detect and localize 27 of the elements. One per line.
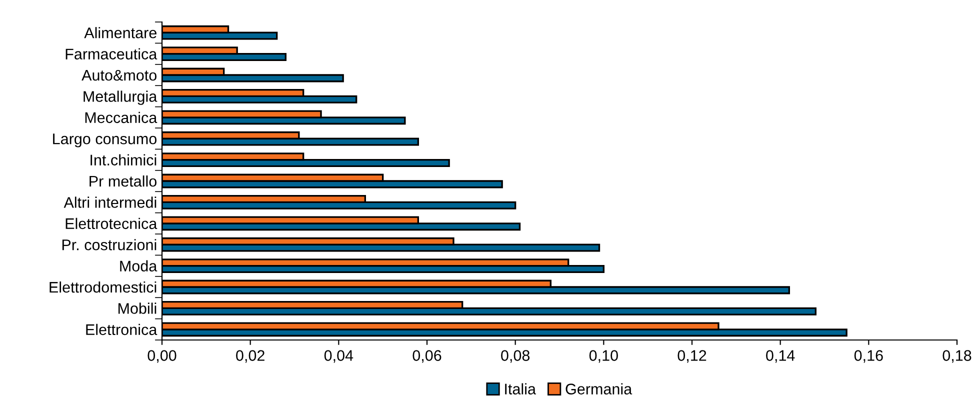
x-tick-label: 0,08 xyxy=(501,350,530,363)
x-tick-label: 0,00 xyxy=(148,350,176,363)
legend-label: Germania xyxy=(566,383,632,394)
legend-label: Italia xyxy=(505,383,536,394)
y-tick-label: Auto&moto xyxy=(82,70,156,81)
y-tick-label: Pr. costruzioni xyxy=(62,239,156,250)
x-tick-label: 0,18 xyxy=(942,350,972,363)
x-tick-label: 0,16 xyxy=(854,350,883,363)
y-tick-label: Alimentare xyxy=(84,27,156,38)
y-tick-label: Elettrodomestici xyxy=(50,281,156,293)
y-tick-label: Mobili xyxy=(118,302,156,314)
x-tick-label: 0,06 xyxy=(412,350,442,363)
x-tick-label: 0,04 xyxy=(324,350,354,363)
y-tick-label: Largo consumo xyxy=(53,134,157,148)
y-tick-label: Elettronica xyxy=(86,324,158,336)
x-tick-label: 0,12 xyxy=(678,350,706,363)
x-tick-label: 0,14 xyxy=(766,350,795,363)
x-tick-label: 0,02 xyxy=(236,350,264,363)
y-tick-label: Elettrotecnica xyxy=(66,218,158,230)
y-tick-label: Meccanica xyxy=(85,112,158,124)
y-tick-label: Int.chimici xyxy=(90,154,156,166)
y-tick-label: Farmaceutica xyxy=(66,48,158,60)
y-tick-label: Moda xyxy=(120,260,158,272)
y-tick-label: Altri intermedi xyxy=(64,196,156,208)
y-tick-label: Metallurgia xyxy=(84,90,158,105)
y-tick-label: Pr metallo xyxy=(90,175,156,187)
x-tick-label: 0,10 xyxy=(589,350,618,363)
